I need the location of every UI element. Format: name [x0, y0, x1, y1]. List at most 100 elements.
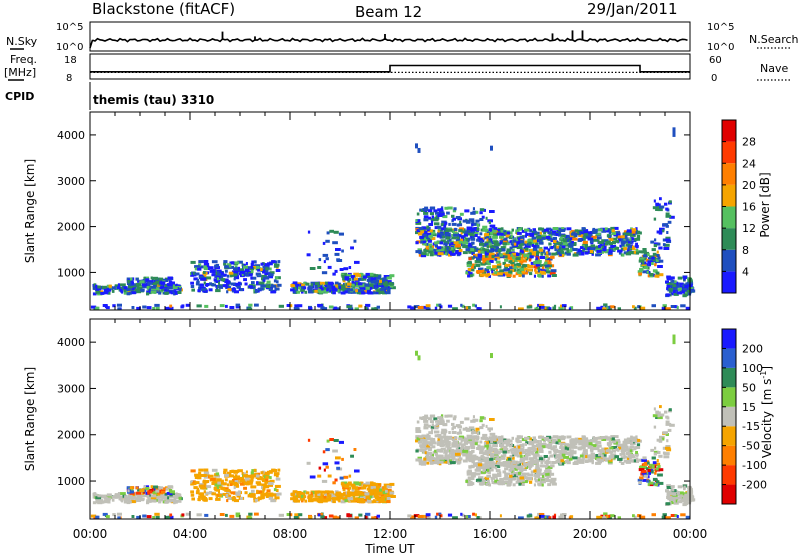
- velocity-cell: [486, 479, 490, 483]
- power-cell: [484, 236, 489, 240]
- velocity-cell: [529, 442, 534, 445]
- power-cell: [270, 284, 274, 288]
- power-cell: [582, 236, 586, 240]
- velocity-cell: [511, 436, 514, 440]
- power-cell: [456, 223, 460, 227]
- velocity-cell: [479, 419, 483, 423]
- power-cell: [562, 242, 568, 246]
- power-cell: [442, 215, 448, 219]
- power-cell: [169, 281, 175, 285]
- velocity-cell: [427, 417, 433, 421]
- velocity-cell: [496, 440, 503, 444]
- velocity-cell: [519, 458, 524, 462]
- power-cell: [470, 274, 473, 278]
- power-cell: [532, 232, 538, 236]
- power-cell: [139, 280, 145, 284]
- power-cell: [248, 303, 253, 307]
- velocity-cell: [97, 494, 101, 498]
- velocity-cell: [500, 456, 506, 460]
- velocity-cell: [256, 489, 259, 493]
- velocity-cell: [589, 458, 594, 462]
- power-cell: [596, 306, 603, 310]
- velocity-cell: [654, 471, 657, 475]
- velocity-cell: [308, 494, 314, 498]
- velocity-cell: [376, 488, 382, 492]
- power-cell: [150, 290, 157, 294]
- velocity-cell: [355, 482, 362, 486]
- power-cell: [663, 247, 670, 250]
- power-cell: [458, 234, 462, 237]
- velocity-cell: [370, 488, 374, 492]
- velocity-cell: [578, 458, 585, 462]
- power-cell: [652, 269, 658, 273]
- power-cell: [680, 304, 686, 308]
- velocity-cell: [548, 472, 553, 476]
- velocity-cell: [342, 488, 346, 491]
- power-cell: [604, 250, 611, 254]
- velocity-cell: [491, 478, 494, 482]
- power-cell: [600, 227, 606, 231]
- velocity-cell: [651, 470, 654, 474]
- noise-panel-frame: [89, 21, 691, 52]
- power-cell: [451, 230, 455, 234]
- velocity-cell: [483, 459, 488, 463]
- velocity-cell: [545, 467, 549, 471]
- velocity-cell: [233, 499, 239, 503]
- velocity-cell: [274, 472, 280, 476]
- velocity-cell: [493, 449, 499, 453]
- velocity-cell: [539, 439, 542, 443]
- velocity-cell: [422, 441, 428, 445]
- power-cell: [533, 265, 539, 269]
- power-cell: [569, 230, 573, 234]
- velocity-cell: [484, 444, 489, 448]
- velocity-cell: [453, 436, 458, 440]
- velocity-cell: [549, 480, 556, 484]
- power-cell: [511, 252, 516, 256]
- power-cell: [572, 253, 579, 257]
- velocity-cell: [337, 498, 340, 502]
- power-cell: [528, 305, 533, 309]
- power-cell: [340, 291, 346, 295]
- velocity-cell: [533, 469, 539, 473]
- velocity-cell: [518, 479, 525, 483]
- power-cell: [237, 260, 243, 264]
- power-cell: [518, 307, 524, 311]
- velocity-cell: [295, 494, 299, 498]
- power-cell: [591, 252, 594, 256]
- power-cell: [386, 288, 391, 292]
- velocity-cell: [584, 441, 589, 445]
- power-cell: [146, 306, 152, 310]
- nsky-label: N.Sky: [6, 35, 38, 48]
- power-cell: [277, 260, 281, 264]
- velocity-cell: [500, 454, 506, 458]
- velocity-cell: [623, 440, 629, 444]
- power-cell: [610, 242, 613, 245]
- power-cell: [275, 269, 281, 272]
- power-cell: [606, 234, 610, 238]
- power-cell: [366, 288, 371, 292]
- power-cell: [520, 256, 524, 260]
- velocity-cell: [652, 477, 658, 481]
- velocity-cell: [479, 440, 483, 444]
- power-cell: [339, 284, 345, 288]
- power-cell: [481, 269, 485, 273]
- power-cell: [545, 264, 550, 268]
- velocity-cell: [360, 496, 366, 499]
- power-cell: [108, 287, 112, 290]
- power-cell: [331, 285, 337, 289]
- power-cell: [635, 249, 639, 252]
- velocity-cell: [324, 493, 328, 496]
- power-cell: [296, 290, 301, 294]
- power-cell: [547, 274, 551, 278]
- power-cell: [150, 287, 157, 291]
- power-cell: [435, 215, 438, 219]
- power-cell: [326, 231, 330, 235]
- power-cell: [457, 236, 460, 240]
- power-cell: [518, 274, 522, 277]
- power-cell: [159, 289, 164, 293]
- velocity-cell: [608, 458, 613, 462]
- power-cell: [304, 290, 308, 294]
- power-cell: [223, 260, 228, 264]
- velocity-cell: [482, 433, 488, 437]
- power-cell: [523, 267, 528, 271]
